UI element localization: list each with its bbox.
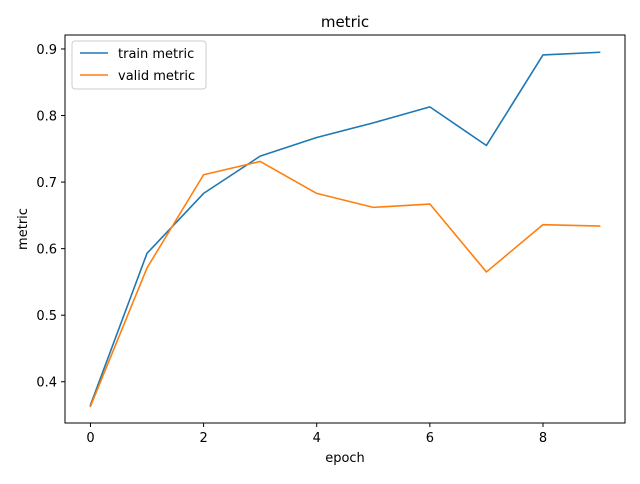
data-point-valid-metric-6	[429, 203, 431, 205]
y-tick-label: 0.9	[36, 43, 57, 58]
data-point-train-metric-6	[429, 106, 431, 108]
x-tick-label: 2	[199, 431, 207, 446]
x-tick-label: 8	[539, 431, 547, 446]
y-axis-ticks: 0.4 0.5 0.6 0.7 0.8 0.9	[36, 43, 65, 391]
series-line-valid-metric	[89, 160, 601, 408]
y-tick-label: 0.4	[36, 376, 57, 391]
y-tick-label: 0.7	[36, 176, 57, 191]
x-tick-label: 0	[86, 431, 94, 446]
chart-title: metric	[321, 13, 369, 31]
data-point-valid-metric-1	[146, 267, 148, 269]
data-point-valid-metric-3	[259, 161, 261, 163]
data-point-valid-metric-5	[372, 207, 374, 209]
data-point-train-metric-9	[599, 52, 601, 54]
x-axis-label: epoch	[325, 451, 365, 466]
x-axis-ticks: 0 2 4 6 8	[86, 423, 547, 446]
data-point-train-metric-1	[146, 252, 148, 254]
x-tick-label: 4	[313, 431, 321, 446]
data-point-train-metric-7	[486, 145, 488, 147]
data-point-valid-metric-8	[542, 224, 544, 226]
plot-area-frame	[64, 34, 626, 424]
data-point-train-metric-8	[542, 54, 544, 56]
data-point-train-metric-2	[203, 193, 205, 195]
legend-label-valid: valid metric	[118, 69, 195, 84]
y-tick-label: 0.8	[36, 110, 57, 125]
x-tick-label: 6	[426, 431, 434, 446]
series-lines	[89, 51, 601, 408]
data-point-valid-metric-9	[599, 225, 601, 227]
series-line-train-metric	[89, 51, 601, 407]
data-point-valid-metric-7	[486, 271, 488, 273]
y-axis-label: metric	[16, 208, 31, 250]
y-tick-label: 0.5	[36, 309, 57, 324]
y-tick-label: 0.6	[36, 243, 57, 258]
legend: train metric valid metric	[71, 40, 207, 90]
data-point-valid-metric-4	[316, 193, 318, 195]
legend-label-train: train metric	[118, 47, 194, 62]
data-point-train-metric-4	[316, 137, 318, 139]
data-point-valid-metric-0	[90, 406, 92, 408]
data-point-train-metric-5	[372, 122, 374, 124]
data-point-train-metric-3	[259, 155, 261, 157]
data-point-valid-metric-2	[203, 174, 205, 176]
